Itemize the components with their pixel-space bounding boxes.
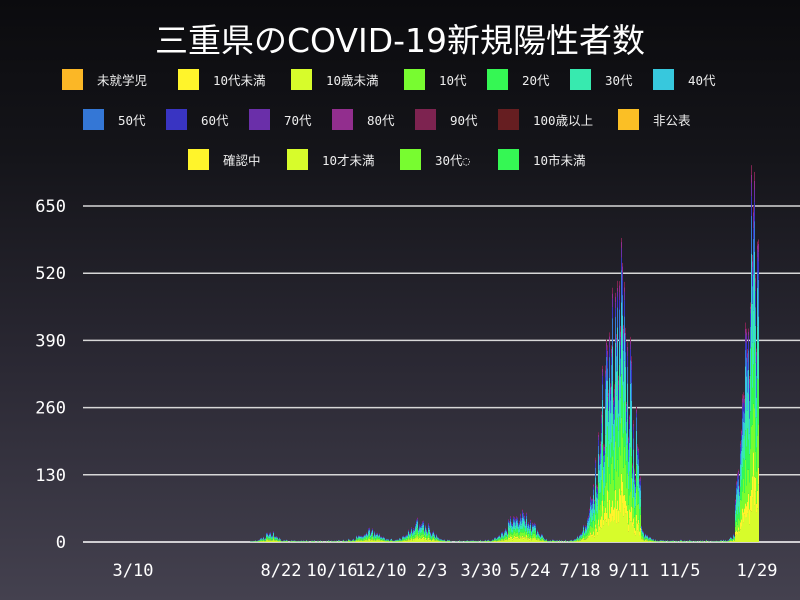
- legend-item: 10才未満: [287, 148, 375, 170]
- legend-label: 40代: [688, 72, 716, 88]
- legend-item: 20代: [487, 68, 550, 90]
- x-tick-label: 1/29: [737, 561, 778, 581]
- legend-swatch: [166, 108, 187, 130]
- legend-label: 10才未満: [322, 152, 375, 168]
- legend-item: 10代未満: [178, 68, 266, 90]
- y-tick-label: 130: [35, 466, 66, 486]
- legend-label: 未就学児: [97, 72, 148, 88]
- legend-swatch: [400, 148, 421, 170]
- legend-item: 未就学児: [62, 68, 147, 90]
- x-tick-label: 9/11: [609, 561, 650, 581]
- legend-item: 10歳未満: [291, 68, 379, 90]
- gridlines: [83, 205, 800, 543]
- legend-swatch: [287, 148, 308, 170]
- legend-swatch: [498, 108, 519, 130]
- legend-item: 100歳以上: [498, 108, 593, 130]
- legend-label: 20代: [522, 72, 550, 88]
- bars: [250, 165, 759, 542]
- y-axis-ticks: 0 130 260 390 520 650: [35, 197, 66, 553]
- legend-swatch: [291, 68, 312, 90]
- legend-label: 80代: [367, 112, 395, 128]
- legend-item: 30代: [570, 68, 633, 90]
- legend-item: 非公表: [618, 108, 691, 130]
- x-tick-label: 11/5: [660, 561, 701, 581]
- legend-item: 70代: [249, 108, 312, 130]
- legend-swatch: [404, 68, 425, 90]
- legend-item: 90代: [415, 108, 478, 130]
- legend-swatch: [618, 108, 639, 130]
- legend-label: 90代: [450, 112, 478, 128]
- legend-item: 80代: [332, 108, 395, 130]
- legend-item: 60代: [166, 108, 229, 130]
- legend-swatch: [415, 108, 436, 130]
- legend-item: 50代: [83, 108, 146, 130]
- legend-label: 10歳未満: [326, 72, 379, 88]
- legend-item: 40代: [653, 68, 716, 90]
- y-tick-label: 0: [56, 533, 66, 553]
- y-tick-label: 650: [35, 197, 66, 217]
- legend-swatch: [487, 68, 508, 90]
- legend-item: 30代◌: [400, 148, 470, 170]
- legend-item: 10代: [404, 68, 467, 90]
- legend-swatch: [498, 148, 519, 170]
- legend-swatch: [332, 108, 353, 130]
- legend-label: 30代◌: [435, 152, 471, 168]
- x-tick-label: 3/10: [113, 561, 154, 581]
- y-tick-label: 260: [35, 399, 66, 419]
- x-tick-label: 2/3: [417, 561, 448, 581]
- legend-swatch: [653, 68, 674, 90]
- y-tick-label: 390: [35, 331, 66, 351]
- chart-title: 三重県のCOVID-19新規陽性者数: [154, 21, 646, 60]
- x-tick-label: 7/18: [560, 561, 601, 581]
- legend-label: 100歳以上: [533, 112, 594, 128]
- x-tick-label: 10/16: [306, 561, 357, 581]
- y-tick-label: 520: [35, 264, 66, 284]
- legend-label: 60代: [201, 112, 229, 128]
- legend-label: 10代: [439, 72, 467, 88]
- legend-swatch: [570, 68, 591, 90]
- legend-label: 10市未満: [533, 152, 586, 168]
- legend-swatch: [178, 68, 199, 90]
- legend-item: 10市未満: [498, 148, 586, 170]
- legend-label: 30代: [605, 72, 633, 88]
- x-tick-label: 8/22: [261, 561, 302, 581]
- legend-item: 確認中: [188, 148, 261, 170]
- legend-label: 非公表: [653, 112, 691, 128]
- x-tick-label: 5/24: [510, 561, 551, 581]
- x-tick-label: 12/10: [355, 561, 406, 581]
- legend-swatch: [83, 108, 104, 130]
- legend-label: 50代: [118, 112, 146, 128]
- legend-label: 確認中: [223, 152, 261, 168]
- x-tick-label: 3/30: [461, 561, 502, 581]
- legend-swatch: [188, 148, 209, 170]
- legend-swatch: [62, 68, 83, 90]
- legend-label: 70代: [284, 112, 312, 128]
- legend-swatch: [249, 108, 270, 130]
- legend-label: 10代未満: [213, 72, 266, 88]
